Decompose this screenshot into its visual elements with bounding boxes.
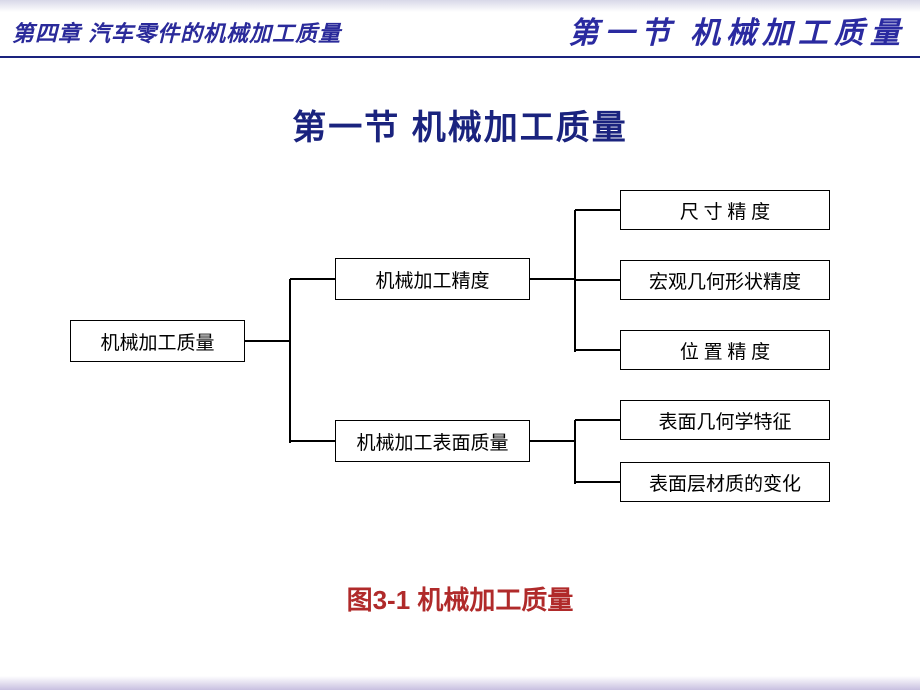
node-precision: 机械加工精度 — [335, 258, 530, 300]
page-header: 第四章 汽车零件的机械加工质量 第一节 机械加工质量 — [0, 8, 920, 58]
edge-root-vsplit — [289, 279, 291, 443]
bottom-gradient — [0, 676, 920, 690]
edge-precision-vsplit — [574, 210, 576, 352]
edge-surface-leaf-1 — [575, 481, 620, 483]
node-leaf-0: 尺 寸 精 度 — [620, 190, 830, 230]
edge-precision-out — [530, 278, 575, 280]
edge-surface-vsplit — [574, 420, 576, 484]
edge-root-out — [245, 340, 290, 342]
edge-surface-leaf-0 — [575, 419, 620, 421]
edge-to-surface — [290, 440, 335, 442]
node-leaf-2: 位 置 精 度 — [620, 330, 830, 370]
edge-precision-leaf-1 — [575, 279, 620, 281]
edge-precision-leaf-2 — [575, 349, 620, 351]
main-title: 第一节 机械加工质量 — [0, 100, 920, 149]
edge-precision-leaf-0 — [575, 209, 620, 211]
node-leaf-1: 宏观几何形状精度 — [620, 260, 830, 300]
node-leaf-3: 表面几何学特征 — [620, 400, 830, 440]
edge-surface-out — [530, 440, 575, 442]
node-leaf-4: 表面层材质的变化 — [620, 462, 830, 502]
edge-to-precision — [290, 278, 335, 280]
chapter-title: 第四章 汽车零件的机械加工质量 — [12, 16, 341, 48]
figure-caption: 图3-1 机械加工质量 — [0, 580, 920, 617]
node-surface: 机械加工表面质量 — [335, 420, 530, 462]
node-root: 机械加工质量 — [70, 320, 245, 362]
tree-diagram: 机械加工质量 机械加工精度机械加工表面质量 尺 寸 精 度宏观几何形状精度位 置 精… — [60, 190, 860, 520]
section-title-header: 第一节 机械加工质量 — [569, 8, 907, 52]
